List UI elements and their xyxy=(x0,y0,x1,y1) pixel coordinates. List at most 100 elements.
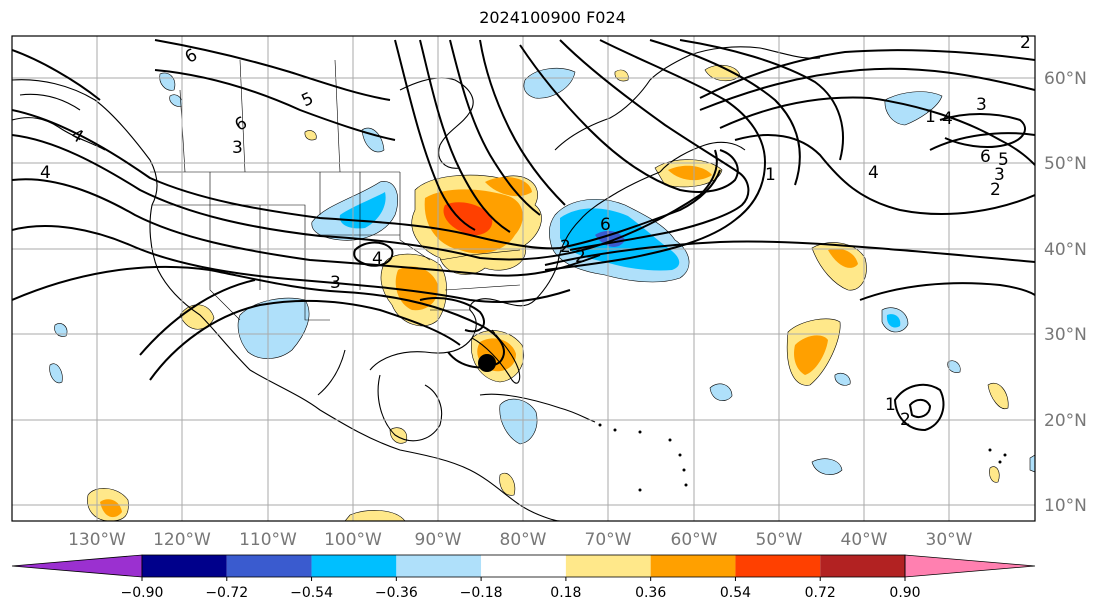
contour-line xyxy=(699,49,1035,99)
contour-label: 3 xyxy=(330,273,341,293)
contour-line xyxy=(544,240,1035,266)
contour-line xyxy=(149,299,461,381)
positive-anomaly-max xyxy=(443,202,493,236)
colorbar-segment xyxy=(311,555,397,577)
contour-line xyxy=(544,39,767,271)
map-frame xyxy=(11,35,1036,522)
contour-line xyxy=(139,279,256,356)
colorbar-segment xyxy=(904,554,1036,578)
contours xyxy=(12,39,1035,432)
contour-line xyxy=(679,39,844,161)
colorbar-tick-label: 0.18 xyxy=(550,585,581,601)
contour-line xyxy=(154,69,396,141)
negative-anomaly-region xyxy=(499,398,538,445)
contour-line xyxy=(419,39,511,233)
colorbar-segment xyxy=(142,555,227,577)
contour-line xyxy=(719,96,1035,166)
contour-label: 5 xyxy=(998,150,1009,170)
colorbar-tick-label: −0.36 xyxy=(375,585,418,601)
contour-line xyxy=(559,39,750,251)
lat-label: 20°N xyxy=(1044,411,1087,431)
negative-anomaly-region xyxy=(884,91,943,126)
contour-line xyxy=(449,39,541,216)
contour-line xyxy=(12,178,601,277)
lon-label: 70°W xyxy=(585,530,632,550)
contour-line xyxy=(929,132,1035,151)
caribbean-islands xyxy=(598,423,1007,492)
graticule xyxy=(12,36,1035,521)
contour-label: 2 xyxy=(990,180,1001,200)
longitude-labels: 130°W 120°W 110°W 100°W 90°W 80°W 70°W 6… xyxy=(68,530,973,550)
contour-label: 6 xyxy=(980,147,991,167)
contour-line xyxy=(353,241,394,267)
contour-line xyxy=(12,225,571,303)
colorbar-outline xyxy=(141,554,906,578)
colorbar-tick-label: −0.90 xyxy=(121,585,164,601)
contour-line xyxy=(939,113,1026,148)
contour-line xyxy=(859,282,1035,301)
colorbar-tick-label: 0.90 xyxy=(889,585,920,601)
colorbar-segment xyxy=(735,555,821,577)
lat-label: 10°N xyxy=(1044,496,1087,516)
colorbar: −0.90 −0.72 −0.54 −0.36 −0.18 0.18 0.36 0.54 0.7… xyxy=(11,554,1036,601)
contour-label: 2 xyxy=(1020,33,1031,53)
lon-label: 120°W xyxy=(153,530,211,550)
contour-line xyxy=(734,134,1035,215)
colorbar-segment xyxy=(650,555,736,577)
contour-line xyxy=(519,44,739,193)
contour-label: 1 xyxy=(885,395,896,415)
contour-label: 3 xyxy=(976,95,987,115)
contour-line xyxy=(12,134,718,261)
contour-label: 4 xyxy=(372,249,383,269)
colorbar-segment xyxy=(820,555,905,577)
contour-line xyxy=(908,398,932,418)
contour-line xyxy=(12,49,101,101)
lon-label: 90°W xyxy=(415,530,462,550)
contour-label: 1 xyxy=(925,107,936,127)
colorbar-tick-label: −0.72 xyxy=(205,585,248,601)
contour-label: 2 xyxy=(575,247,586,267)
lon-label: 60°W xyxy=(671,530,718,550)
lat-label: 60°N xyxy=(1044,69,1087,89)
lon-label: 80°W xyxy=(500,530,547,550)
colorbar-tick-label: 0.54 xyxy=(720,585,751,601)
contour-label: 2 xyxy=(900,410,911,430)
lon-label: 50°W xyxy=(756,530,803,550)
contour-label: 4 xyxy=(942,109,953,129)
colorbar-tick-label: −0.54 xyxy=(290,585,333,601)
colorbar-tick-label: 0.72 xyxy=(805,585,836,601)
contour-label: 4 xyxy=(40,163,51,183)
contour-line xyxy=(479,39,566,206)
contour-label: 6 xyxy=(600,215,611,235)
contour-line xyxy=(394,39,476,231)
colorbar-segment xyxy=(226,555,312,577)
negative-anomaly-region xyxy=(237,297,310,359)
contour-label: 4 xyxy=(868,163,879,183)
contour-label: 3 xyxy=(232,138,243,158)
colorbar-segment xyxy=(481,555,566,577)
lon-label: 110°W xyxy=(239,530,297,550)
lon-label: 130°W xyxy=(68,530,126,550)
lat-label: 50°N xyxy=(1044,154,1087,174)
map-panel: 6 6 5 4 4 3 3 4 2 2 6 1 4 6 5 3 2 1 3 4 … xyxy=(12,33,1035,521)
colorbar-segment xyxy=(11,554,143,578)
contour-label: 3 xyxy=(994,165,1005,185)
contour-line xyxy=(699,67,1035,111)
contour-line xyxy=(12,265,505,369)
colorbar-segment xyxy=(565,555,651,577)
contour-label: 1 xyxy=(765,165,776,185)
contour-line xyxy=(649,39,801,186)
map-title: 2024100900 F024 xyxy=(479,8,626,27)
latitude-labels: 60°N 50°N 40°N 30°N 20°N 10°N xyxy=(1044,69,1087,516)
lon-label: 30°W xyxy=(926,530,973,550)
colorbar-segment xyxy=(396,555,482,577)
storm-position-marker xyxy=(478,354,496,372)
contour-line xyxy=(12,109,721,250)
contour-line xyxy=(419,297,485,333)
colorbar-tick-label: 0.36 xyxy=(635,585,666,601)
positive-anomaly-region xyxy=(811,242,867,291)
lon-label: 40°W xyxy=(841,530,888,550)
contour-line xyxy=(154,39,391,101)
lat-label: 40°N xyxy=(1044,240,1087,260)
